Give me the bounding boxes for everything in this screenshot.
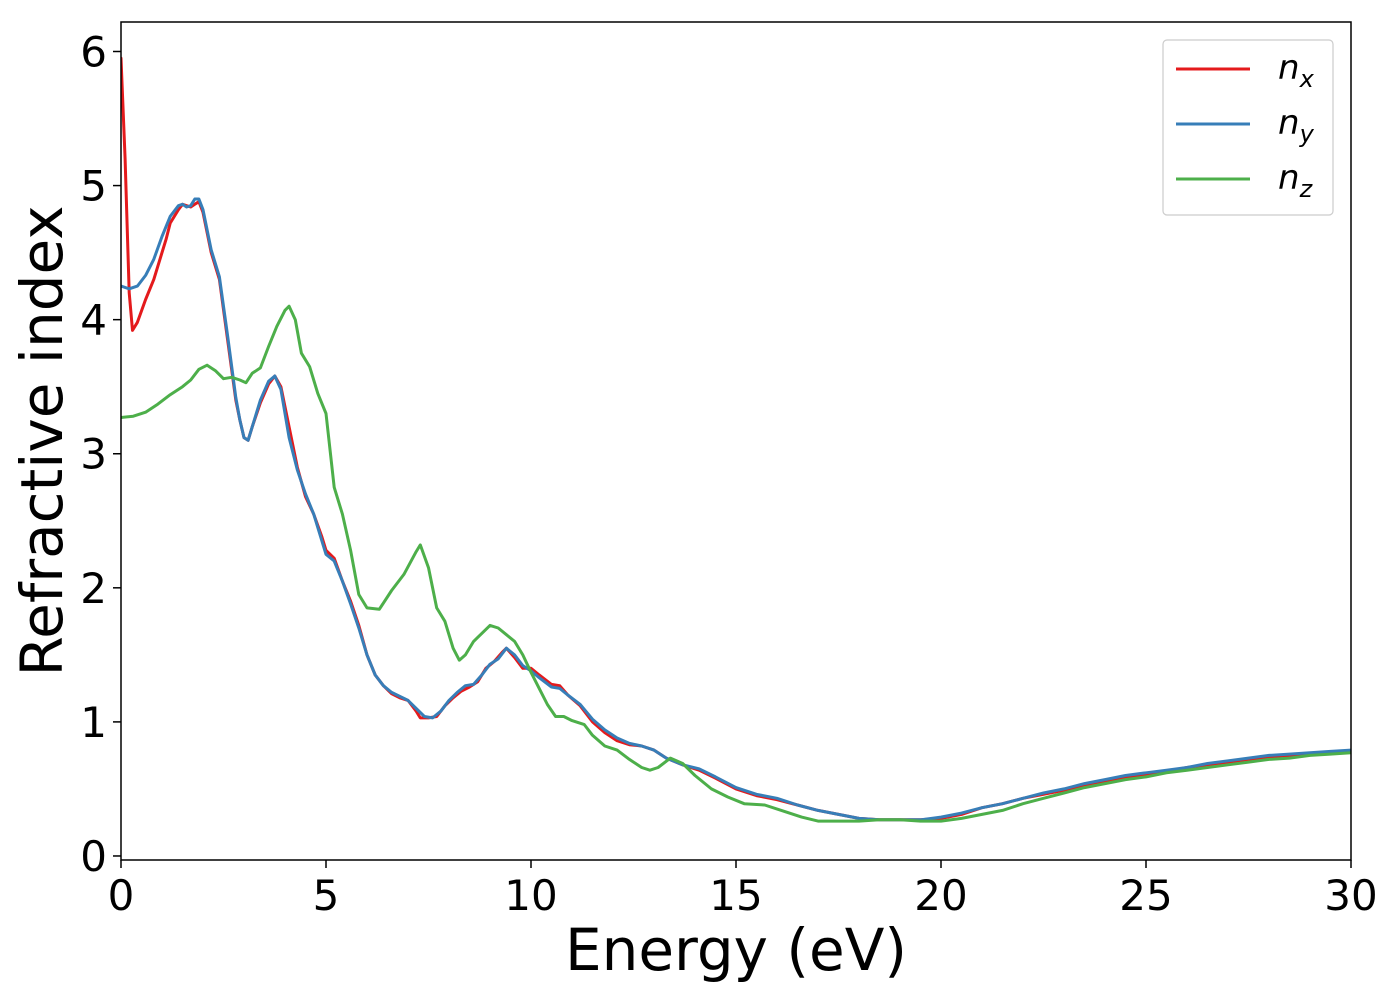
y-tick-label: 4 (80, 296, 107, 345)
y-tick-label: 5 (80, 162, 107, 211)
series-line-n-z (121, 304, 1351, 823)
y-tick-label: 6 (80, 27, 107, 76)
y-tick-label: 1 (80, 698, 107, 747)
x-axis: 0 5 10 15 20 25 30 (108, 860, 1378, 920)
series-line-n-y (121, 197, 1351, 822)
x-tick-label: 25 (1119, 871, 1172, 920)
y-tick-label: 2 (80, 564, 107, 613)
x-tick-label: 20 (914, 871, 967, 920)
x-axis-label: Energy (eV) (565, 916, 907, 984)
series-layer (121, 56, 1351, 823)
y-axis-label: Refractive index (8, 205, 76, 676)
x-tick-label: 0 (108, 871, 135, 920)
legend-label-subscript: y (1299, 120, 1315, 148)
x-tick-label: 10 (504, 871, 557, 920)
x-tick-label: 30 (1324, 871, 1377, 920)
y-axis: 0 1 2 3 4 5 6 (80, 27, 121, 881)
legend-label-subscript: z (1299, 175, 1314, 203)
x-tick-label: 15 (709, 871, 762, 920)
legend-label-subscript: x (1299, 65, 1315, 93)
legend-label-z: nz (1278, 158, 1314, 203)
y-tick-label: 0 (80, 832, 107, 881)
y-tick-label: 3 (80, 430, 107, 479)
legend-box (1162, 39, 1334, 216)
x-tick-label: 5 (313, 871, 340, 920)
